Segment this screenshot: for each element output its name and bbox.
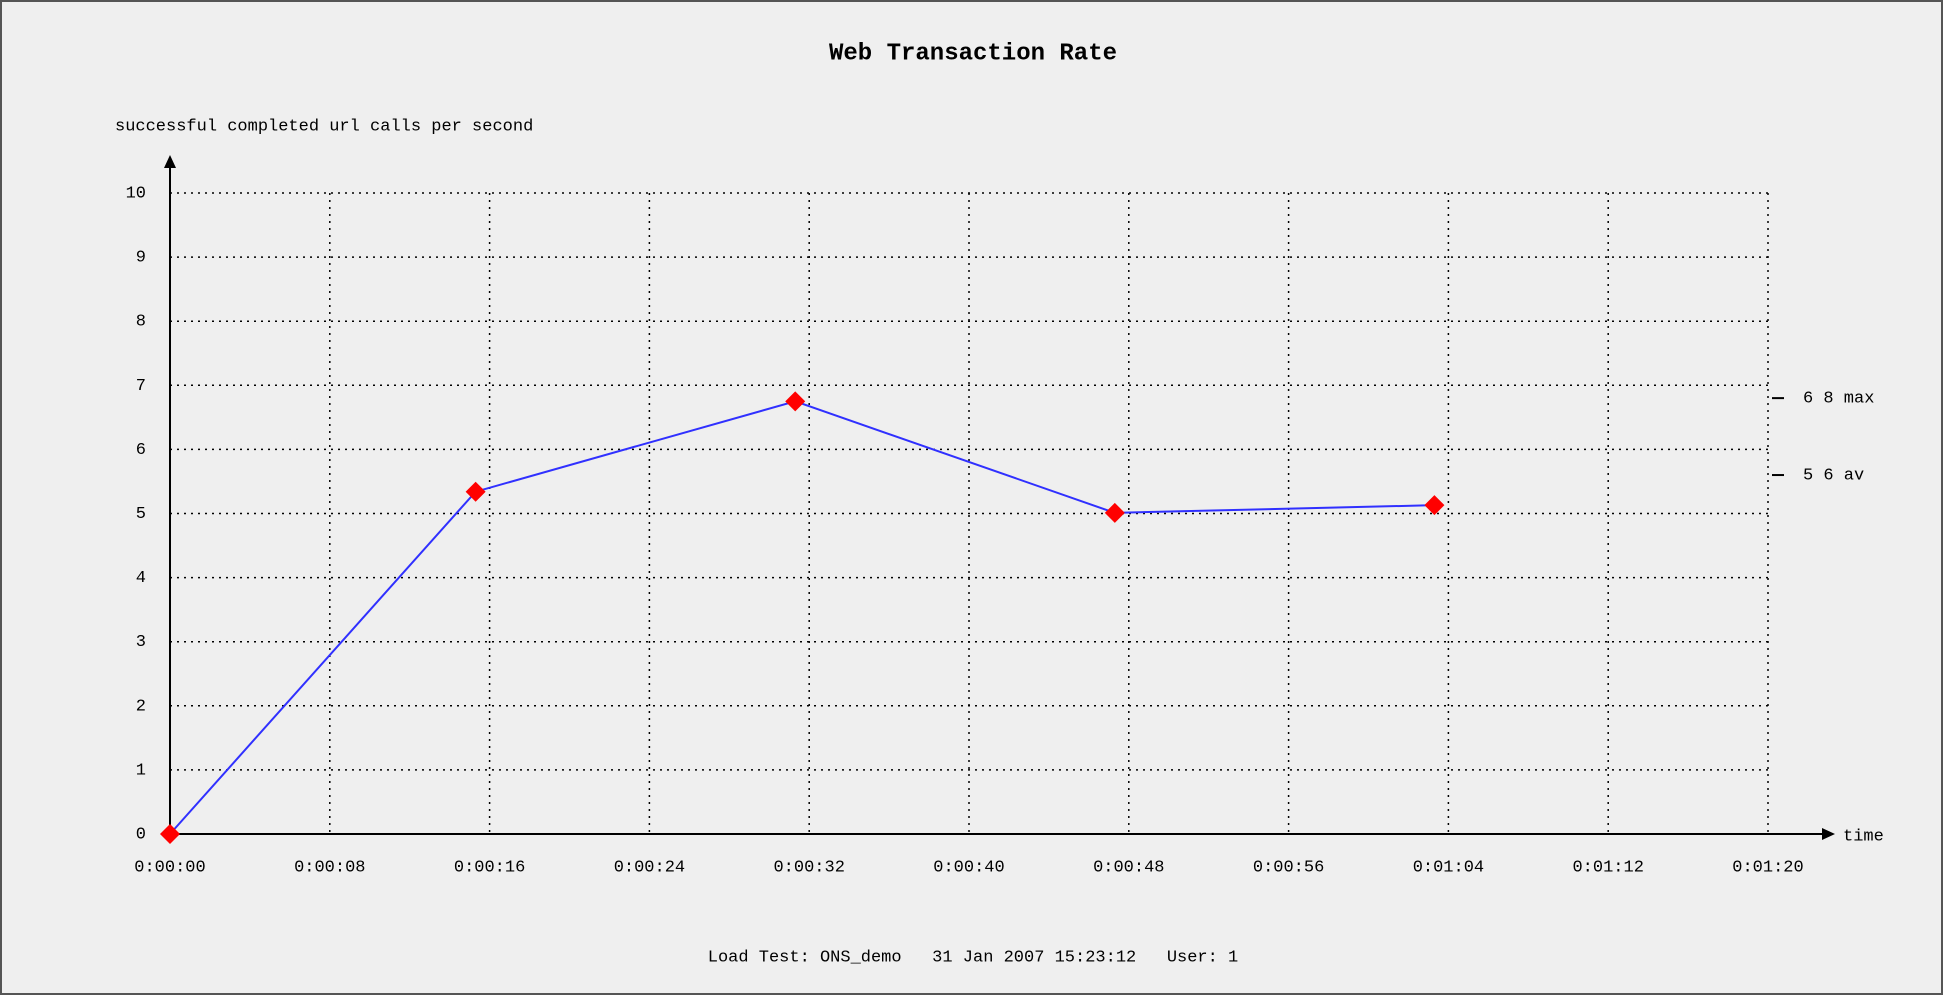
y-tick-label: 5 [136,505,146,524]
x-tick-label: 0:00:08 [294,858,365,877]
data-point [1424,495,1445,516]
y-tick-label: 6 [136,441,146,460]
x-tick-label: 0:01:04 [1413,858,1484,877]
x-tick-label: 0:01:20 [1732,858,1803,877]
y-tick-label: 1 [136,761,146,780]
y-tick-label: 0 [136,825,146,844]
x-tick-label: 0:00:40 [933,858,1004,877]
data-point [160,824,180,844]
x-tick-label: 0:00:32 [773,858,844,877]
x-tick-label: 0:01:12 [1572,858,1643,877]
x-tick-label: 0:00:56 [1253,858,1324,877]
data-point [785,391,806,412]
y-tick-label: 2 [136,697,146,716]
y-tick-label: 8 [136,313,146,332]
y-axis-label: successful completed url calls per secon… [115,117,533,136]
x-tick-label: 0:00:16 [454,858,525,877]
x-axis-label: time [1843,827,1884,846]
reference-label: 6 8 max [1803,390,1874,409]
data-point [465,481,486,502]
y-tick-label: 7 [136,377,146,396]
x-tick-label: 0:00:00 [134,858,205,877]
x-tick-label: 0:00:48 [1093,858,1164,877]
footer: Load Test: ONS_demo 31 Jan 2007 15:23:12… [708,948,1239,967]
x-axis-arrow [1822,828,1835,840]
data-point [1104,502,1125,523]
y-tick-label: 10 [126,184,146,203]
reference-label: 5 6 av [1803,467,1864,486]
chart-title: Web Transaction Rate [829,40,1117,67]
y-tick-label: 4 [136,569,146,588]
y-tick-label: 9 [136,249,146,268]
x-tick-label: 0:00:24 [614,858,685,877]
y-axis-arrow [164,155,176,168]
y-tick-label: 3 [136,633,146,652]
